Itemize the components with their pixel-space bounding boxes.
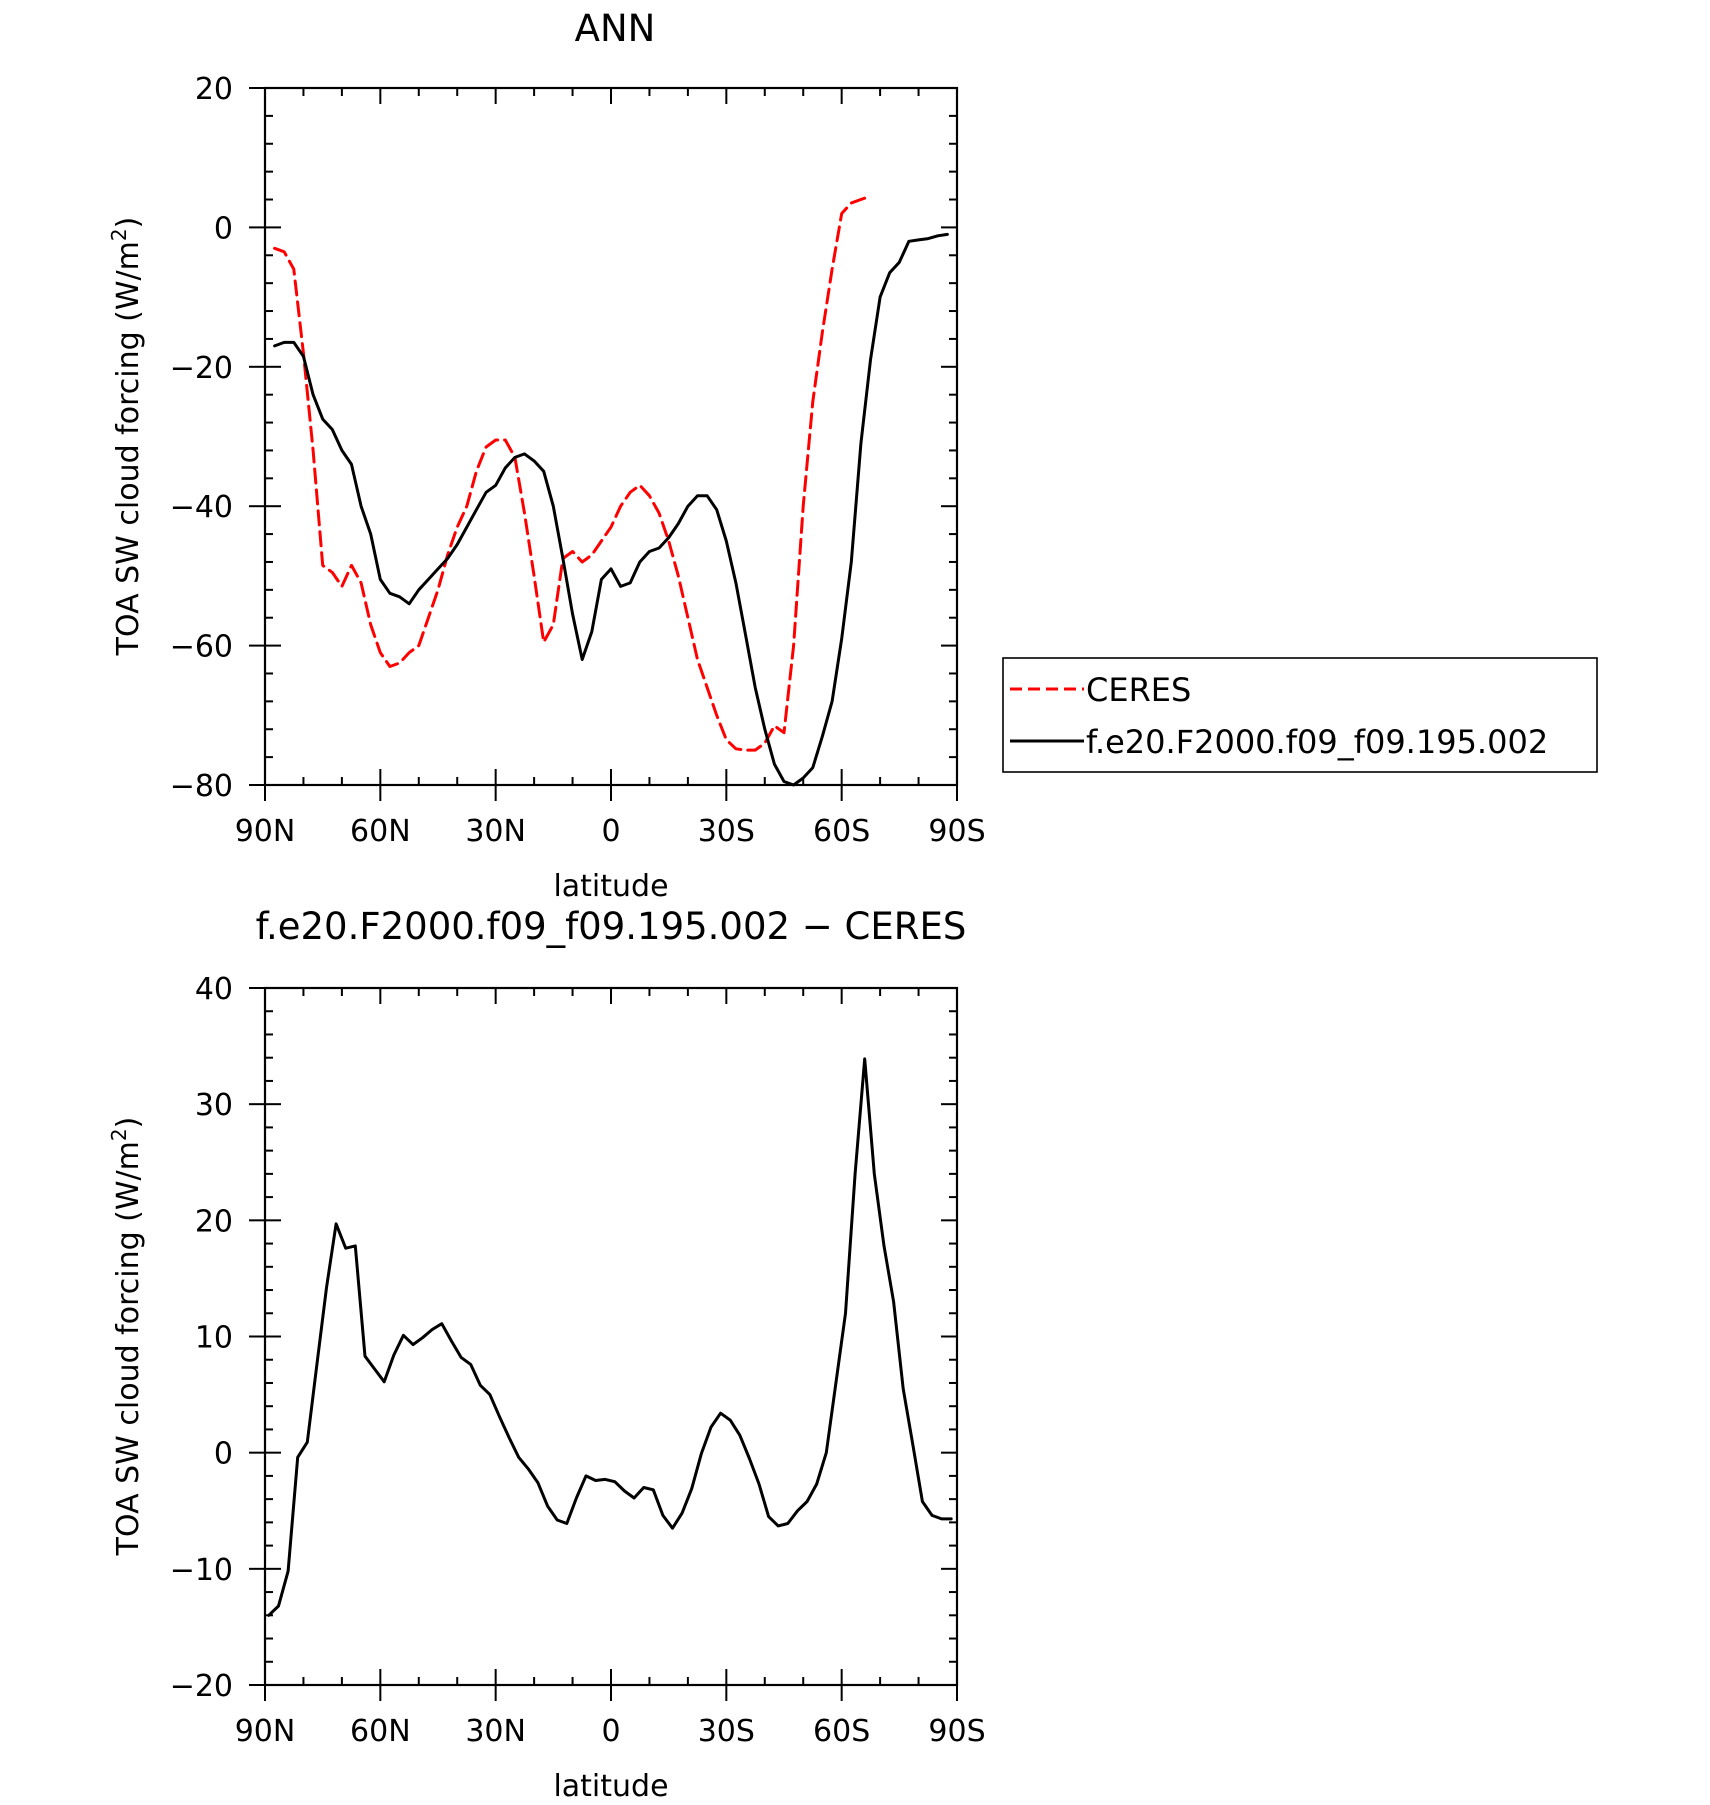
bottom-y-axis-label-exponent: 2 (107, 1128, 131, 1141)
series-line-difference (267, 1057, 953, 1617)
x-tick-label: 90N (235, 1714, 296, 1749)
y-tick-label: 0 (214, 211, 233, 246)
x-tick-label: 0 (601, 1714, 620, 1749)
top-chart-title: ANN (575, 7, 656, 50)
top-panel: ANN 200−20−40−60−80 90N 60N 30N 0 30S 60S 90S … (107, 7, 986, 904)
x-tick-label: 60S (813, 814, 870, 849)
x-tick-label: 30S (698, 814, 755, 849)
y-tick-label: 20 (195, 72, 233, 107)
y-tick-label: −80 (170, 769, 233, 804)
bottom-y-axis-label-main: TOA SW cloud forcing (W/m (111, 1141, 146, 1556)
x-tick-label: 30S (698, 1714, 755, 1749)
series-line-ceres (273, 194, 872, 752)
y-tick-label: −10 (170, 1553, 233, 1588)
legend-box (1002, 657, 1598, 773)
x-tick-label: 30N (465, 814, 526, 849)
y-tick-label: 10 (195, 1321, 233, 1356)
y-tick-label: −60 (170, 630, 233, 665)
top-plot-frame (263, 86, 959, 787)
top-y-axis-label-exponent: 2 (107, 228, 131, 241)
bottom-panel: f.e20.F2000.f09_f09.195.002 − CERES 40 30… (107, 905, 986, 1804)
x-tick-label: 90S (928, 814, 985, 849)
bottom-plot-frame (263, 986, 959, 1687)
legend-label-ceres: CERES (1086, 671, 1191, 709)
x-tick-label: 90N (235, 814, 296, 849)
bottom-y-axis-label: TOA SW cloud forcing (W/m2) (107, 1117, 146, 1557)
y-tick-label: 0 (214, 1437, 233, 1472)
top-lines (273, 194, 949, 787)
bottom-x-tick-labels: 90N 60N 30N 0 30S 60S 90S (235, 1714, 986, 1749)
x-tick-label: 90S (928, 1714, 985, 1749)
bottom-y-tick-labels: 40 30 20 10 0 −10 −20 (170, 972, 233, 1704)
y-tick-label: 40 (195, 972, 233, 1007)
bottom-ticks (249, 987, 958, 1701)
y-tick-label: −40 (170, 490, 233, 525)
x-tick-label: 0 (601, 814, 620, 849)
x-tick-label: 60N (350, 814, 411, 849)
top-ticks (249, 87, 958, 801)
y-tick-label: 30 (195, 1088, 233, 1123)
legend: CERES f.e20.F2000.f09_f09.195.002 (1002, 657, 1598, 773)
top-x-tick-labels: 90N 60N 30N 0 30S 60S 90S (235, 814, 986, 849)
top-y-tick-labels: 20 0 −20 −40 −60 −80 (170, 72, 233, 804)
top-y-axis-label-main: TOA SW cloud forcing (W/m (111, 241, 146, 656)
top-x-axis-label: latitude (553, 869, 668, 904)
bottom-x-axis-label: latitude (553, 1769, 668, 1804)
top-y-axis-label: TOA SW cloud forcing (W/m2) (107, 217, 146, 657)
x-tick-label: 60S (813, 1714, 870, 1749)
top-y-axis-label-close: ) (111, 217, 146, 229)
y-tick-label: −20 (170, 351, 233, 386)
bottom-chart-title: f.e20.F2000.f09_f09.195.002 − CERES (256, 905, 967, 948)
y-tick-label: 20 (195, 1204, 233, 1239)
series-line-f-e20-f2000-f09-f09-195-002 (273, 232, 949, 787)
x-tick-label: 60N (350, 1714, 411, 1749)
x-tick-label: 30N (465, 1714, 526, 1749)
y-tick-label: −20 (170, 1669, 233, 1704)
bottom-lines (267, 1057, 953, 1617)
legend-label-model: f.e20.F2000.f09_f09.195.002 (1086, 723, 1548, 761)
bottom-y-axis-label-close: ) (111, 1117, 146, 1129)
